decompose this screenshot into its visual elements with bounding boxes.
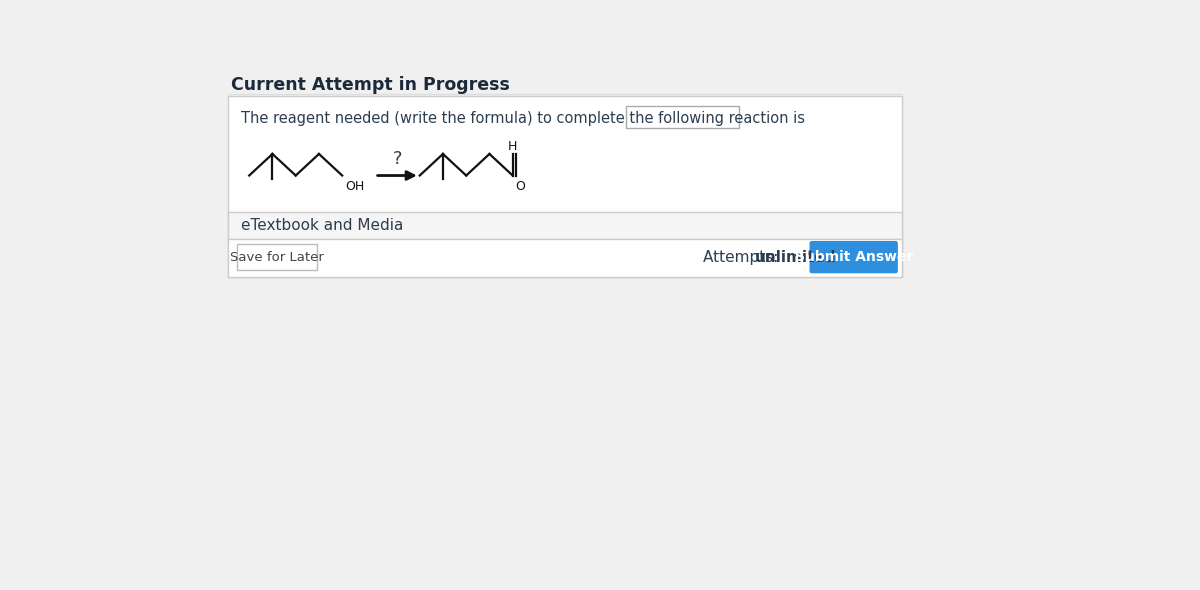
Text: Attempts:: Attempts: bbox=[703, 250, 784, 266]
FancyBboxPatch shape bbox=[228, 239, 901, 277]
Text: H: H bbox=[508, 140, 517, 153]
FancyBboxPatch shape bbox=[810, 241, 898, 273]
Text: Save for Later: Save for Later bbox=[230, 251, 324, 264]
Text: OH: OH bbox=[346, 180, 365, 193]
Text: Current Attempt in Progress: Current Attempt in Progress bbox=[230, 76, 510, 94]
Text: The reagent needed (write the formula) to complete the following reaction is: The reagent needed (write the formula) t… bbox=[241, 111, 805, 126]
FancyBboxPatch shape bbox=[228, 96, 901, 277]
Text: ?: ? bbox=[392, 150, 402, 168]
FancyBboxPatch shape bbox=[236, 244, 317, 270]
FancyBboxPatch shape bbox=[626, 106, 739, 128]
Text: eTextbook and Media: eTextbook and Media bbox=[241, 218, 404, 233]
Text: O: O bbox=[515, 180, 524, 193]
Text: unlimited: unlimited bbox=[755, 250, 836, 266]
FancyBboxPatch shape bbox=[228, 212, 901, 239]
Text: Submit Answer: Submit Answer bbox=[794, 250, 913, 264]
